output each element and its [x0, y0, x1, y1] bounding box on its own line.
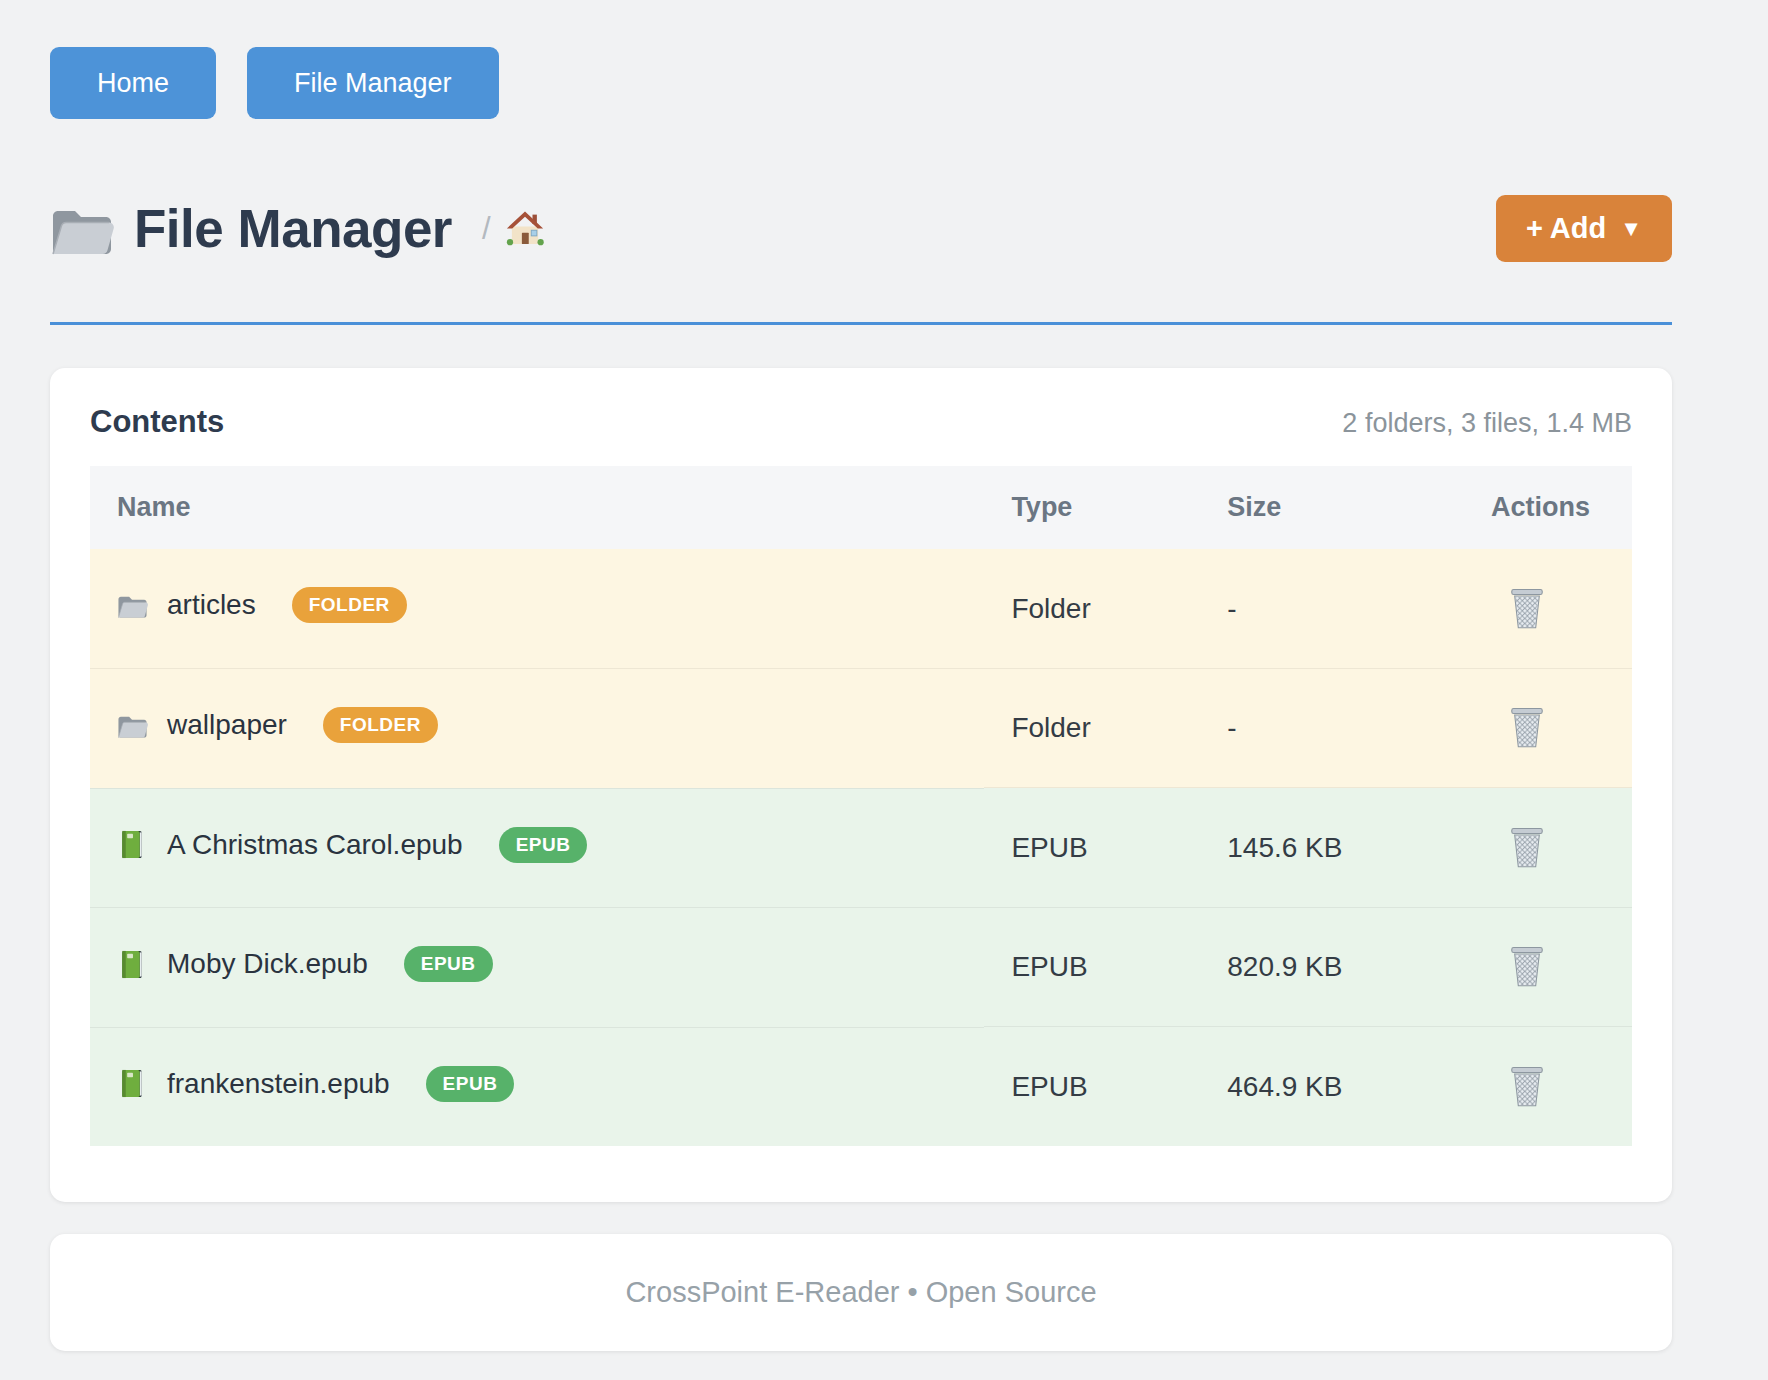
file-name[interactable]: wallpaper [167, 709, 287, 741]
green-book-icon [117, 829, 148, 860]
contents-heading: Contents [90, 404, 224, 440]
table-header-row: Name Type Size Actions [90, 466, 1632, 549]
file-type: EPUB [984, 907, 1200, 1026]
add-button-label: + Add [1526, 212, 1606, 245]
trash-icon [1509, 946, 1545, 988]
file-name[interactable]: frankenstein.epub [167, 1068, 390, 1100]
table-row: Moby Dick.epub EPUB EPUB 820.9 KB [90, 907, 1632, 1026]
file-type: Folder [984, 549, 1200, 668]
caret-down-icon: ▼ [1620, 216, 1642, 242]
table-row: frankenstein.epub EPUB EPUB 464.9 KB [90, 1027, 1632, 1146]
contents-summary: 2 folders, 3 files, 1.4 MB [1342, 408, 1632, 439]
epub-badge: EPUB [499, 827, 588, 863]
column-header-type: Type [984, 466, 1200, 549]
file-type: EPUB [984, 788, 1200, 907]
file-type: Folder [984, 668, 1200, 787]
folder-icon [50, 197, 114, 261]
green-book-icon [117, 949, 148, 980]
house-icon[interactable] [505, 209, 545, 249]
file-size: 145.6 KB [1200, 788, 1487, 907]
top-nav: Home File Manager [50, 47, 1672, 119]
footer-text: CrossPoint E-Reader • Open Source [50, 1276, 1672, 1309]
title-group: File Manager / [50, 197, 545, 261]
nav-home-button[interactable]: Home [50, 47, 216, 119]
breadcrumb: / [482, 209, 545, 249]
contents-card: Contents 2 folders, 3 files, 1.4 MB Name… [50, 368, 1672, 1201]
trash-icon [1509, 707, 1545, 749]
epub-badge: EPUB [404, 946, 493, 982]
breadcrumb-separator: / [482, 211, 491, 247]
contents-card-header: Contents 2 folders, 3 files, 1.4 MB [90, 404, 1632, 440]
table-row: A Christmas Carol.epub EPUB EPUB 145.6 K… [90, 788, 1632, 907]
title-divider [50, 322, 1672, 325]
delete-button[interactable] [1509, 827, 1545, 869]
file-name[interactable]: articles [167, 589, 256, 621]
file-type: EPUB [984, 1027, 1200, 1146]
page-title: File Manager [134, 198, 452, 259]
page-header: File Manager / + Add ▼ [50, 195, 1672, 262]
file-name[interactable]: Moby Dick.epub [167, 948, 368, 980]
file-size: - [1200, 668, 1487, 787]
column-header-size: Size [1200, 466, 1487, 549]
nav-file-manager-button[interactable]: File Manager [247, 47, 499, 119]
file-manager-page: Home File Manager File Manager / + Add ▼… [0, 0, 1768, 1351]
folder-icon [117, 710, 148, 741]
epub-badge: EPUB [426, 1066, 515, 1102]
delete-button[interactable] [1509, 707, 1545, 749]
file-name[interactable]: A Christmas Carol.epub [167, 829, 463, 861]
green-book-icon [117, 1068, 148, 1099]
file-size: - [1200, 549, 1487, 668]
trash-icon [1509, 827, 1545, 869]
delete-button[interactable] [1509, 946, 1545, 988]
add-button[interactable]: + Add ▼ [1496, 195, 1672, 262]
trash-icon [1509, 1066, 1545, 1108]
file-size: 464.9 KB [1200, 1027, 1487, 1146]
delete-button[interactable] [1509, 588, 1545, 630]
folder-badge: FOLDER [292, 587, 407, 623]
folder-badge: FOLDER [323, 707, 438, 743]
trash-icon [1509, 588, 1545, 630]
table-row: wallpaper FOLDER Folder - [90, 668, 1632, 787]
folder-icon [117, 590, 148, 621]
file-size: 820.9 KB [1200, 907, 1487, 1026]
column-header-actions: Actions [1487, 466, 1632, 549]
delete-button[interactable] [1509, 1066, 1545, 1108]
column-header-name: Name [90, 466, 984, 549]
files-table: Name Type Size Actions articles FOLDER F… [90, 466, 1632, 1145]
table-row: articles FOLDER Folder - [90, 549, 1632, 668]
footer-card: CrossPoint E-Reader • Open Source [50, 1234, 1672, 1351]
